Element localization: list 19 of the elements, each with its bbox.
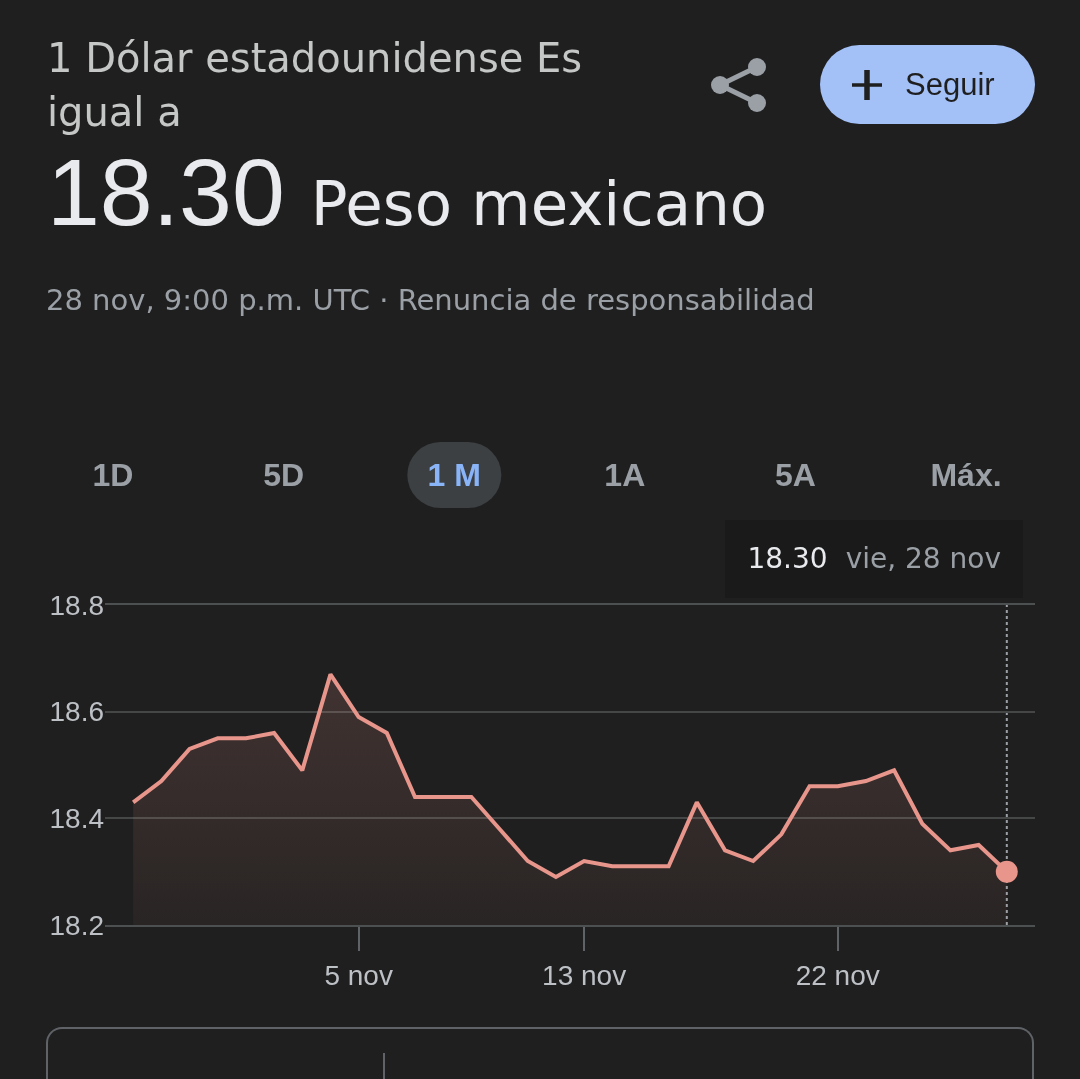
text: 1 M — [407, 442, 501, 508]
x-tick-label: 13 nov — [542, 959, 627, 991]
text: 1A — [604, 456, 646, 495]
text: 1D — [92, 456, 134, 495]
y-tick-label: 18.6 — [49, 696, 104, 728]
chart-title: 1 Dólar estadounidense Es igual a — [47, 34, 584, 137]
text: 28 nov, 9:00 p.m. UTC · Renuncia de responsabilidad — [46, 282, 816, 319]
text: vie, 28 nov — [845, 542, 1001, 575]
x-tick-label: 22 nov — [795, 959, 880, 991]
text: 5A — [774, 456, 816, 495]
chart-subtitle: 18.30 Peso mexicano — [47, 139, 768, 245]
text: Máx. — [930, 456, 1002, 495]
text: 5D — [263, 456, 305, 495]
text: 18.30 — [747, 542, 828, 575]
y-tick-label: 18.8 — [49, 589, 104, 621]
y-tick-label: 18.2 — [49, 909, 104, 941]
follow-button: Seguir — [820, 45, 1035, 124]
y-tick-label: 18.4 — [49, 803, 104, 835]
x-tick-label: 5 nov — [324, 959, 393, 991]
